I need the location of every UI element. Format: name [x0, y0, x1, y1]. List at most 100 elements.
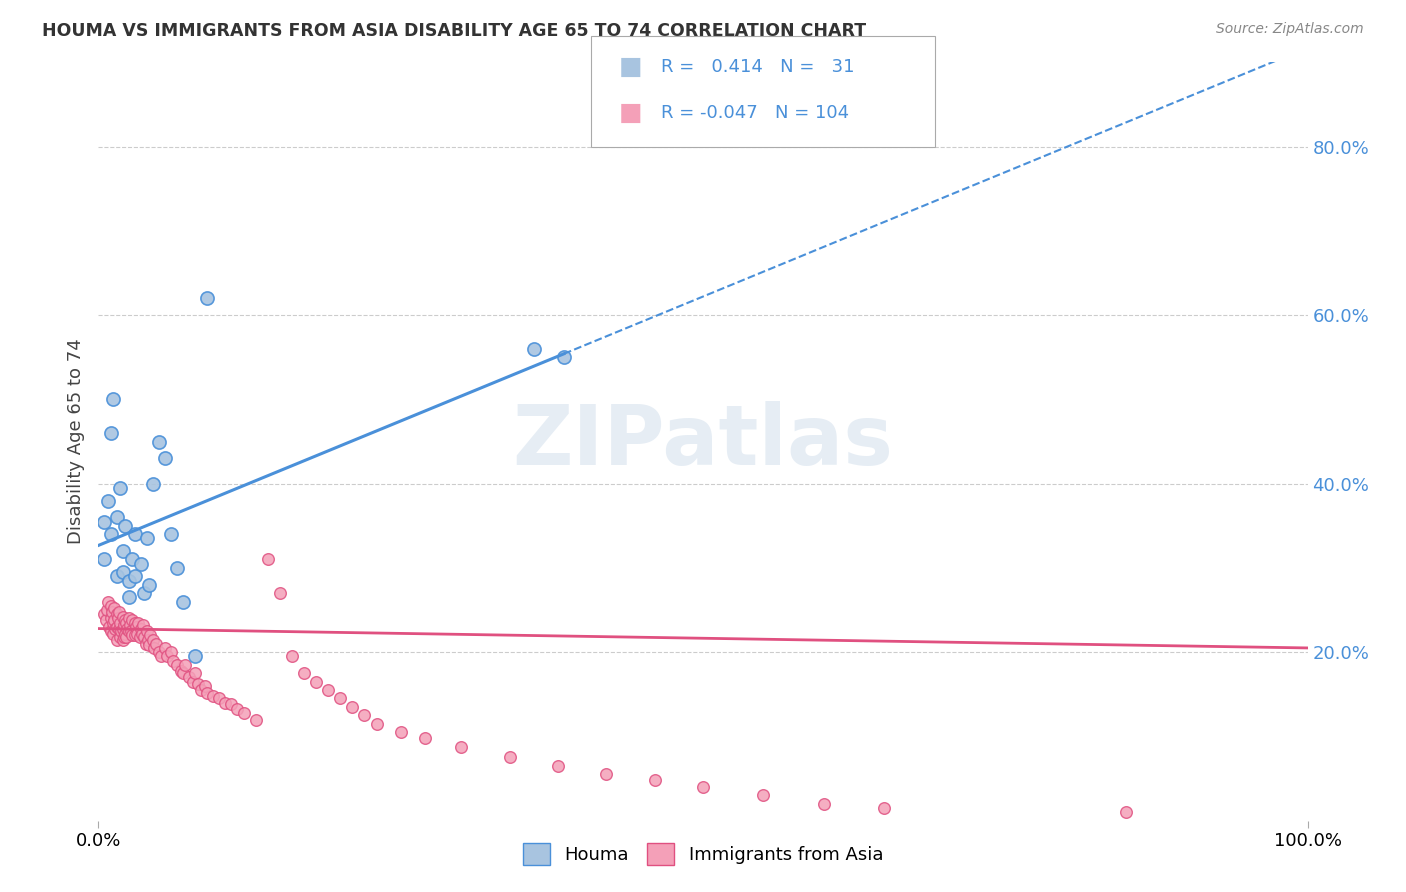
Point: [118, 611, 141, 625]
Point: [692, 780, 714, 794]
Point: [124, 615, 146, 630]
Point: [105, 607, 128, 622]
Point: [105, 632, 128, 647]
Point: [105, 510, 128, 524]
Point: [111, 609, 134, 624]
Point: [97, 594, 120, 608]
Point: [117, 622, 139, 636]
Point: [108, 615, 131, 630]
Point: [135, 532, 157, 546]
Point: [127, 626, 149, 640]
Point: [148, 645, 170, 659]
Point: [100, 605, 122, 619]
Point: [103, 613, 125, 627]
Point: [111, 622, 134, 636]
Point: [150, 649, 173, 664]
Point: [232, 706, 254, 720]
Point: [162, 654, 184, 668]
Point: [114, 518, 136, 533]
Point: [96, 603, 118, 617]
Point: [101, 392, 124, 407]
Point: [134, 630, 156, 644]
Point: [366, 716, 388, 731]
Point: [118, 624, 141, 639]
Point: [316, 683, 339, 698]
Point: [93, 607, 115, 622]
Point: [179, 670, 201, 684]
Text: Source: ZipAtlas.com: Source: ZipAtlas.com: [1216, 22, 1364, 37]
Point: [195, 685, 218, 699]
Point: [129, 622, 152, 636]
Point: [184, 649, 207, 664]
Point: [108, 622, 131, 636]
Point: [202, 689, 225, 703]
Point: [100, 611, 122, 625]
Point: [111, 544, 134, 558]
Point: [101, 626, 124, 640]
Point: [281, 649, 304, 664]
Point: [292, 666, 315, 681]
Text: HOUMA VS IMMIGRANTS FROM ASIA DISABILITY AGE 65 TO 74 CORRELATION CHART: HOUMA VS IMMIGRANTS FROM ASIA DISABILITY…: [42, 22, 866, 40]
Point: [389, 725, 412, 739]
Point: [1115, 805, 1137, 820]
Point: [148, 434, 170, 449]
Point: [136, 632, 159, 647]
Point: [187, 677, 209, 691]
Point: [138, 578, 160, 592]
Point: [108, 481, 131, 495]
Text: ZIPatlas: ZIPatlas: [513, 401, 893, 482]
Point: [108, 605, 131, 619]
Point: [353, 708, 375, 723]
Point: [221, 698, 243, 712]
Point: [121, 613, 143, 627]
Y-axis label: Disability Age 65 to 74: Disability Age 65 to 74: [66, 339, 84, 544]
Point: [111, 565, 134, 579]
Point: [153, 640, 176, 655]
Point: [127, 615, 149, 630]
Point: [125, 620, 148, 634]
Point: [128, 630, 150, 644]
Text: ■: ■: [619, 55, 643, 78]
Point: [124, 628, 146, 642]
Point: [110, 624, 132, 639]
Point: [145, 637, 167, 651]
Point: [156, 649, 179, 664]
Point: [100, 624, 122, 639]
Point: [547, 759, 569, 773]
Point: [93, 515, 115, 529]
Point: [135, 624, 157, 639]
Point: [118, 591, 141, 605]
Point: [94, 613, 117, 627]
Point: [134, 586, 156, 600]
Point: [305, 674, 328, 689]
Point: [100, 426, 122, 441]
Point: [644, 773, 666, 788]
Point: [214, 696, 236, 710]
Point: [153, 451, 176, 466]
Point: [450, 739, 472, 754]
Point: [104, 622, 127, 636]
Point: [184, 666, 207, 681]
Point: [553, 351, 575, 365]
Point: [195, 291, 218, 305]
Point: [523, 342, 546, 356]
Text: ■: ■: [619, 102, 643, 125]
Point: [169, 664, 191, 678]
Point: [100, 527, 122, 541]
Point: [129, 557, 152, 571]
Point: [269, 586, 291, 600]
Point: [142, 476, 165, 491]
Point: [103, 601, 125, 615]
Point: [132, 618, 155, 632]
Point: [114, 626, 136, 640]
Point: [124, 569, 146, 583]
Point: [166, 561, 188, 575]
Text: R =   0.414   N =   31: R = 0.414 N = 31: [661, 58, 855, 76]
Point: [190, 683, 212, 698]
Point: [111, 632, 134, 647]
Point: [181, 674, 204, 689]
Point: [329, 691, 352, 706]
Legend: Houma, Immigrants from Asia: Houma, Immigrants from Asia: [516, 836, 890, 872]
Point: [108, 630, 131, 644]
Point: [172, 594, 194, 608]
